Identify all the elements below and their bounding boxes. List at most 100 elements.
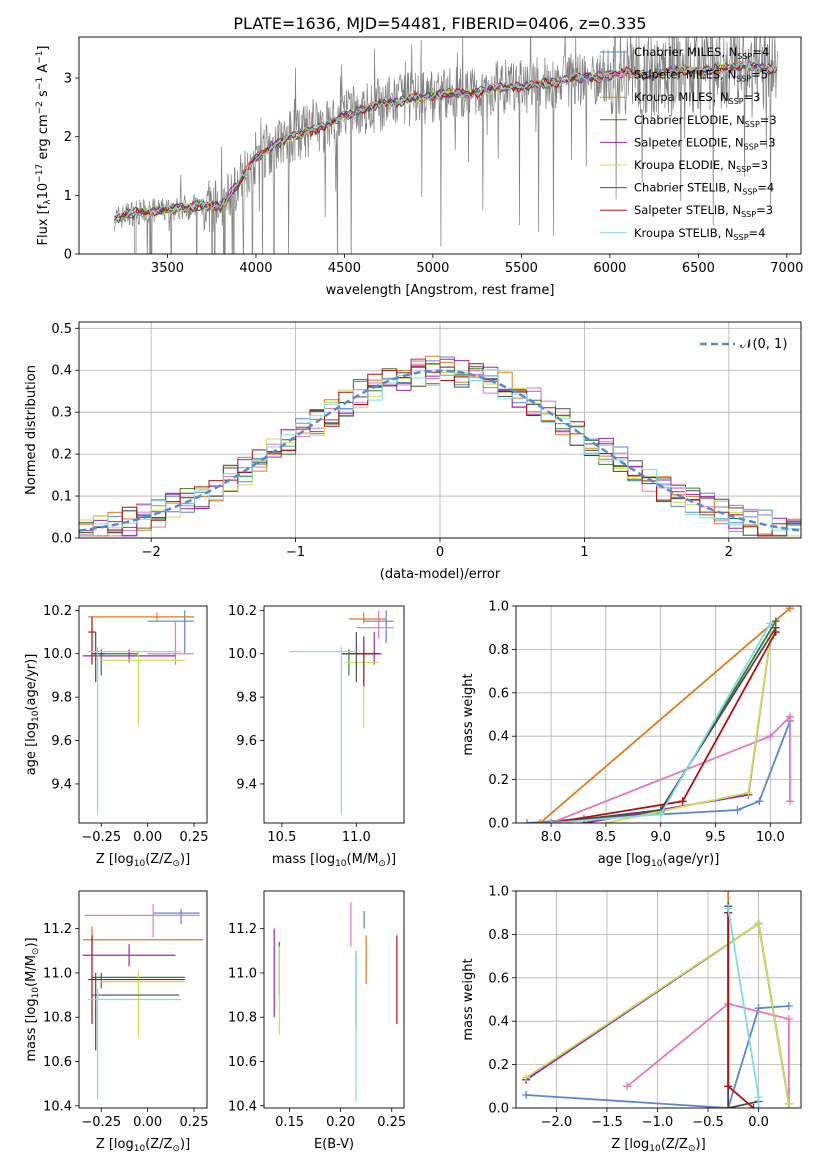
x-tick-label: 0.0	[748, 1115, 769, 1130]
x-tick-label: −0.25	[81, 830, 121, 845]
label-part: (Z/Z	[145, 852, 172, 867]
legend-sub: SSP	[737, 52, 752, 61]
legend-sub: SSP	[736, 165, 751, 174]
model-spectrum-kroupa-stelib	[114, 60, 778, 222]
series-marker	[784, 1015, 793, 1024]
x-tick-label: 9.0	[650, 830, 671, 845]
y-tick-label: 10.4	[228, 1099, 257, 1114]
legend-label: Chabrier STELIB, NSSP=4	[634, 181, 774, 197]
legend-label: 𝒩(0, 1)	[740, 337, 787, 352]
observed-spectrum-line	[114, 37, 779, 254]
x-tick-label: −2	[142, 545, 161, 560]
x-tick-label: 0	[436, 545, 444, 560]
series-line	[583, 638, 772, 823]
y-tick-label: 10.8	[43, 1011, 72, 1026]
x-tick-label: −2.0	[541, 1115, 573, 1130]
legend-val: =4	[757, 181, 774, 195]
y-tick-label: 1.0	[488, 600, 509, 615]
x-tick-label: −1.0	[642, 1115, 674, 1130]
y-tick-label: 10.6	[43, 1055, 72, 1070]
axes-frame-massweight_vs_Z	[515, 890, 802, 1109]
y-axis-label-massweight_vs_Z: mass weight	[461, 958, 476, 1040]
x-tick-label: 9.5	[705, 830, 726, 845]
label-part: ⊙	[31, 948, 41, 956]
series-marker	[724, 1104, 733, 1108]
y-tick-label: 9.6	[236, 734, 257, 749]
y-tick-label: 0.4	[488, 730, 509, 745]
y-tick-label: 9.4	[51, 777, 72, 792]
x-tick-label: 11.0	[342, 830, 371, 845]
y-tick-label: 1.0	[488, 885, 509, 900]
legend-val: =3	[759, 135, 776, 149]
x-tick-label: 7000	[770, 261, 803, 276]
y-tick-label: 0.6	[488, 686, 509, 701]
errorbar-kroupa-elodie	[101, 651, 185, 726]
series-chabrier-stelib	[547, 623, 780, 823]
legend-name: Kroupa MILES, N	[634, 90, 729, 104]
legend-sub: SSP	[745, 120, 760, 129]
x-axis-label-spectrum: wavelength [Angstrom, rest frame]	[326, 283, 555, 298]
y-tick-label: 0.2	[488, 773, 509, 788]
label-part: )]	[386, 852, 396, 867]
label-part: )]	[180, 852, 190, 867]
y-axis-label-residuals: Normed distribution	[24, 365, 39, 495]
plot-area-age_vs_mass	[289, 610, 394, 815]
errorbar-salpeter-stelib	[356, 636, 379, 687]
errorbar-salpeter-stelib	[88, 616, 96, 665]
label-part: 10	[31, 987, 41, 999]
series-kroupa-stelib	[547, 619, 775, 823]
series-line	[526, 1005, 789, 1108]
label-part: age [log	[598, 852, 651, 867]
ticks-age_vs_Z: −0.25 0.00 0.25 9.4 9.6 9.8 10.0 10.2	[43, 604, 208, 845]
model-spectrum-chabrier-stelib	[114, 59, 778, 224]
axes-frame-residuals	[78, 321, 802, 539]
series-salpeter-stelib	[547, 628, 780, 823]
label-part: wavelength [Angstrom, rest frame]	[326, 283, 555, 298]
label-part: mass [log	[272, 852, 335, 867]
legend-val: =3	[756, 203, 773, 217]
label-part: λ	[43, 199, 53, 205]
errorbar-chabrier-miles	[153, 908, 200, 925]
series-marker	[755, 797, 764, 806]
series-marker	[784, 1099, 793, 1108]
series-marker	[754, 1104, 763, 1108]
legend-val: =3	[760, 113, 777, 127]
plot-area-mass_vs_Z	[82, 904, 204, 1100]
x-axis-label-age_vs_mass: mass [log10(M/M⊙)]	[272, 852, 396, 869]
y-tick-label: 10.2	[228, 604, 257, 619]
label-part: age [log	[24, 722, 39, 775]
y-tick-label: 3	[64, 72, 72, 87]
label-part: )]	[180, 1137, 190, 1152]
series-line	[539, 607, 791, 823]
ticks-massweight_vs_age: 8.0 8.5 9.0 9.5 10.0 0.0 0.2 0.4 0.6 0.8 1.0	[488, 600, 784, 846]
legend-name: Chabrier MILES, N	[634, 45, 737, 59]
legend-label: Salpeter STELIB, NSSP=3	[634, 203, 773, 219]
x-tick-label: 4500	[328, 261, 361, 276]
y-tick-label: 10.6	[228, 1055, 257, 1070]
legend-name: Salpeter STELIB, N	[634, 203, 741, 217]
y-tick-label: 0.4	[488, 1015, 509, 1030]
legend-name: Kroupa ELODIE, N	[634, 158, 736, 172]
series-line	[551, 620, 777, 823]
label-part: ]	[36, 46, 51, 51]
panel-mass_vs_EBV: 0.15 0.20 0.25 10.4 10.6 10.8 11.0 11.2 E(B-V)	[228, 890, 406, 1152]
legend-residuals: 𝒩(0, 1)	[700, 337, 787, 352]
label-part: (Z/Z	[145, 1137, 172, 1152]
errorbar-kroupa-stelib	[289, 647, 357, 815]
y-tick-label: 0	[64, 248, 72, 263]
x-tick-label: 0.20	[326, 1115, 355, 1130]
y-axis-label-spectrum: Flux [fλ10−17 erg cm−2 s−1 A−1]	[35, 46, 53, 246]
y-tick-label: 1	[64, 189, 72, 204]
plot-area-mass_vs_EBV	[273, 902, 398, 1102]
y-tick-label: 0.0	[51, 532, 72, 547]
ticks-mass_vs_Z: −0.25 0.00 0.25 10.4 10.6 10.8 11.0 11.2	[43, 922, 208, 1130]
legend-label: Salpeter MILES, NSSP=5	[634, 68, 768, 84]
panel-residuals: −2 −1 0 1 2 0.0 0.1 0.2 0.3 0.4 0.5 (data-model)/er…	[24, 321, 802, 582]
series-line	[727, 908, 760, 1108]
y-tick-label: 11.2	[228, 922, 257, 937]
label-part: mass weight	[461, 958, 476, 1040]
label-part: Z [log	[96, 1137, 134, 1152]
y-tick-label: 0.5	[51, 322, 72, 337]
x-tick-label: 5500	[505, 261, 538, 276]
